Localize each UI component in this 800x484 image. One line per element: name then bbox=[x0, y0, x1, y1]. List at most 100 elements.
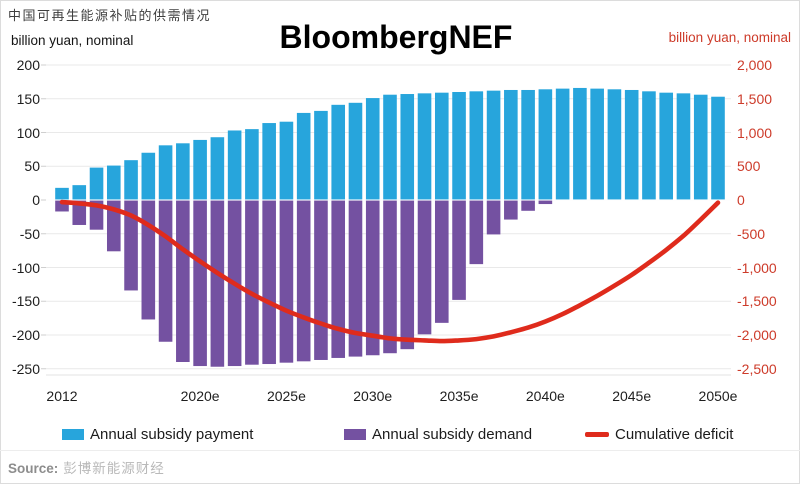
x-tick-label: 2020e bbox=[180, 388, 220, 404]
payment-bar bbox=[693, 94, 708, 200]
left-tick-label: 150 bbox=[16, 90, 40, 107]
source-label: Source: bbox=[8, 461, 59, 476]
payment-bar bbox=[193, 139, 207, 200]
payment-bar bbox=[89, 167, 104, 200]
x-tick-label: 2035e bbox=[439, 388, 479, 404]
right-tick-label: 0 bbox=[737, 192, 745, 208]
right-tick-label: -2,500 bbox=[737, 360, 777, 377]
demand-bar bbox=[331, 200, 346, 358]
payment-bar bbox=[365, 98, 380, 200]
payment-bar bbox=[659, 92, 674, 200]
payment-bar bbox=[676, 93, 691, 200]
payment-bar bbox=[348, 102, 363, 200]
payment-bar bbox=[210, 137, 225, 200]
payment-bar bbox=[624, 89, 639, 200]
left-axis-unit-label: billion yuan, nominal bbox=[11, 33, 134, 48]
x-tick-label: 2050e bbox=[698, 388, 738, 404]
demand-bar bbox=[124, 200, 138, 291]
payment-bar bbox=[538, 89, 553, 200]
left-tick-label: -50 bbox=[19, 225, 40, 242]
payment-bar bbox=[262, 123, 276, 200]
x-tick-label: 2012 bbox=[46, 388, 78, 404]
payment-bar bbox=[555, 88, 570, 200]
deficit-swatch-icon bbox=[585, 432, 609, 437]
payment-bar bbox=[607, 89, 622, 200]
payment-bar bbox=[72, 185, 87, 200]
payment-bar bbox=[504, 89, 518, 200]
x-tick-label: 2040e bbox=[525, 388, 565, 404]
right-tick-label: 1,000 bbox=[737, 124, 773, 141]
payment-bar bbox=[400, 94, 415, 200]
demand-bar bbox=[521, 200, 535, 211]
payment-bar bbox=[227, 130, 242, 200]
demand-swatch-icon bbox=[344, 429, 366, 440]
left-tick-label: 0 bbox=[32, 192, 40, 208]
payment-bar bbox=[383, 94, 397, 200]
left-tick-label: 50 bbox=[24, 158, 40, 175]
payment-bar bbox=[279, 121, 294, 200]
left-tick-label: -100 bbox=[11, 259, 40, 276]
payment-bar bbox=[124, 160, 138, 200]
demand-bar bbox=[434, 200, 449, 323]
demand-bar bbox=[55, 200, 69, 212]
source-text: 彭博新能源财经 bbox=[63, 461, 165, 476]
right-tick-label: -2,000 bbox=[737, 327, 777, 343]
legend-label-payment: Annual subsidy payment bbox=[90, 426, 254, 443]
payment-bar bbox=[469, 91, 484, 200]
payment-bar bbox=[521, 89, 535, 200]
payment-bar bbox=[711, 96, 725, 200]
x-tick-label: 2045e bbox=[612, 388, 652, 404]
demand-bar bbox=[210, 200, 225, 367]
demand-bar bbox=[245, 200, 259, 365]
chart-legend: Annual subsidy payment Annual subsidy de… bbox=[0, 426, 800, 446]
right-tick-label: -1,500 bbox=[737, 293, 777, 310]
demand-bar bbox=[469, 200, 484, 265]
payment-bar bbox=[176, 143, 190, 200]
legend-item-demand: Annual subsidy demand bbox=[344, 426, 532, 443]
x-tick-label: 2030e bbox=[353, 388, 393, 404]
x-tick-label: 2025e bbox=[266, 388, 306, 404]
payment-bar bbox=[452, 92, 466, 200]
footer-divider bbox=[0, 450, 800, 451]
right-tick-label: -1,000 bbox=[737, 259, 777, 276]
demand-bar bbox=[72, 200, 87, 225]
source-row: Source: 彭博新能源财经 bbox=[8, 457, 165, 477]
left-tick-label: 200 bbox=[16, 57, 40, 73]
payment-bar bbox=[296, 112, 311, 200]
legend-item-payment: Annual subsidy payment bbox=[62, 426, 253, 443]
right-tick-label: 2,000 bbox=[737, 57, 773, 73]
demand-bar bbox=[141, 200, 156, 320]
demand-bar bbox=[400, 200, 415, 350]
payment-bar bbox=[314, 110, 328, 200]
payment-bar bbox=[106, 165, 121, 200]
left-tick-label: -250 bbox=[11, 360, 40, 377]
payment-bar bbox=[331, 104, 346, 200]
chart-title: 中国可再生能源补贴的供需情况 bbox=[8, 8, 212, 23]
payment-bar bbox=[590, 88, 604, 200]
demand-bar bbox=[486, 200, 501, 235]
payment-bar bbox=[141, 152, 156, 200]
left-tick-label: 100 bbox=[16, 124, 40, 141]
right-tick-label: 1,500 bbox=[737, 90, 773, 107]
payment-bar bbox=[573, 87, 587, 200]
payment-bar bbox=[642, 91, 656, 200]
right-tick-label: -500 bbox=[737, 225, 766, 242]
payment-swatch-icon bbox=[62, 429, 84, 440]
left-tick-label: -200 bbox=[11, 327, 40, 343]
demand-bar bbox=[538, 200, 553, 205]
payment-bar bbox=[434, 92, 449, 200]
demand-bar bbox=[365, 200, 380, 356]
payment-bar bbox=[55, 187, 69, 200]
payment-bar bbox=[417, 93, 432, 200]
legend-label-deficit: Cumulative deficit bbox=[615, 426, 734, 443]
bloombergnef-logo: BloombergNEF bbox=[279, 19, 513, 55]
demand-bar bbox=[279, 200, 294, 363]
demand-bar bbox=[262, 200, 276, 365]
payment-bar bbox=[486, 90, 501, 200]
demand-bar bbox=[452, 200, 466, 300]
demand-bar bbox=[176, 200, 190, 362]
left-tick-label: -150 bbox=[11, 293, 40, 310]
deficit-line bbox=[59, 199, 721, 344]
